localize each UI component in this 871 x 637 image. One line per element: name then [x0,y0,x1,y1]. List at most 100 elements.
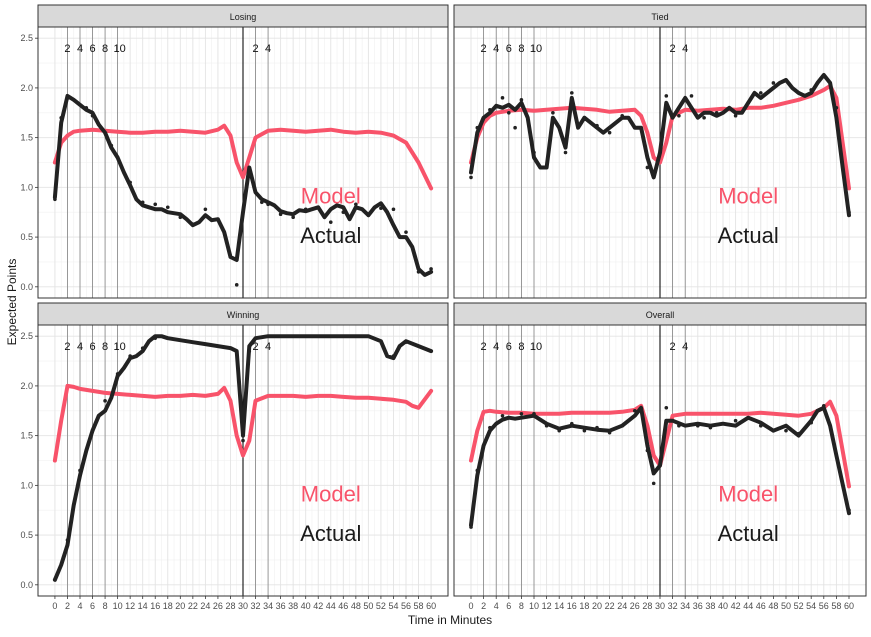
actual-point [758,91,763,95]
x-tick-label: 60 [426,601,436,611]
actual-point [469,525,473,529]
actual-point [689,94,694,98]
x-tick-label: 38 [288,601,298,611]
panel-border [37,26,449,299]
x-tick-label: 18 [579,601,589,611]
actual-point [519,411,524,416]
x-tick-label: 20 [592,601,602,611]
actual-point [328,220,333,224]
reference-line-label: 6 [89,43,95,55]
panel-border [453,26,867,299]
actual-point [664,94,669,98]
x-tick-label: 40 [301,601,311,611]
x-tick-label: 8 [519,601,524,611]
x-tick-label: 34 [680,601,690,611]
x-tick-label: 56 [819,601,829,611]
legend-label-actual: Actual [718,223,779,248]
x-tick-label: 56 [401,601,411,611]
x-tick-label: 16 [567,601,577,611]
series-line-model [469,83,851,191]
actual-point [771,81,776,85]
actual-point [128,354,132,358]
x-tick-label: 30 [655,601,665,611]
actual-point [303,207,308,212]
actual-point [165,205,170,210]
actual-point [191,222,195,226]
y-tick-label: 0.5 [20,530,33,540]
actual-point [544,423,549,428]
legend-label-actual: Actual [300,223,361,248]
actual-point [341,210,346,215]
y-tick-label: 2.5 [20,331,33,341]
reference-line-label: 2 [64,341,70,353]
actual-point [821,74,826,78]
reference-line-label: 6 [506,341,512,353]
reference-line-label: 4 [265,43,271,55]
actual-point [519,98,524,102]
actual-point [796,431,801,436]
actual-point [84,106,89,110]
actual-point [500,96,505,100]
x-tick-label: 42 [313,601,323,611]
actual-point [784,428,788,433]
actual-point [416,270,421,274]
actual-point [532,150,536,155]
x-tick-label: 44 [326,601,336,611]
actual-point [746,101,750,105]
x-tick-label: 50 [363,601,373,611]
x-tick-label: 38 [705,601,715,611]
reference-line-label: 8 [102,43,108,55]
legend-label-actual: Actual [718,521,779,546]
x-tick-label: 26 [213,601,223,611]
actual-point [391,207,396,212]
y-tick-label: 0.0 [20,580,33,590]
actual-point [834,106,839,110]
actual-point [475,125,480,130]
y-tick-label: 1.5 [20,133,33,143]
reference-line-label: 8 [518,43,524,55]
y-tick-label: 0.5 [20,232,33,242]
actual-point [404,230,408,234]
actual-point [203,207,208,212]
actual-point [65,538,70,542]
reference-line-label: 2 [481,341,487,353]
actual-point [821,404,826,408]
reference-line-label: 2 [64,43,70,55]
actual-point [620,113,625,118]
actual-point [607,430,612,435]
facet-title: Winning [227,310,260,320]
x-tick-label: 0 [52,601,57,611]
x-tick-label: 4 [494,601,499,611]
x-tick-label: 12 [125,601,135,611]
reference-line-label: 2 [252,43,258,55]
actual-point [557,428,562,433]
x-tick-label: 28 [225,601,235,611]
actual-point [677,113,681,118]
actual-point [513,125,517,130]
y-tick-label: 2.0 [20,83,33,93]
y-tick-label: 1.0 [20,182,33,192]
reference-line-label: 4 [493,43,499,55]
y-tick-label: 1.0 [20,480,33,490]
actual-point [59,115,63,120]
actual-point [379,206,383,211]
reference-line-label: 4 [682,341,688,353]
x-tick-label: 54 [388,601,398,611]
reference-line-label: 4 [265,341,271,353]
actual-point [784,78,788,82]
x-tick-label: 24 [617,601,627,611]
reference-line-label: 2 [670,341,676,353]
x-tick-label: 48 [768,601,778,611]
actual-point [488,425,492,430]
x-tick-label: 0 [469,601,474,611]
actual-point [809,88,813,92]
actual-point [53,197,57,202]
actual-point [582,115,587,120]
reference-line-label: 4 [682,43,688,55]
x-tick-label: 18 [163,601,173,611]
x-tick-label: 10 [113,601,123,611]
